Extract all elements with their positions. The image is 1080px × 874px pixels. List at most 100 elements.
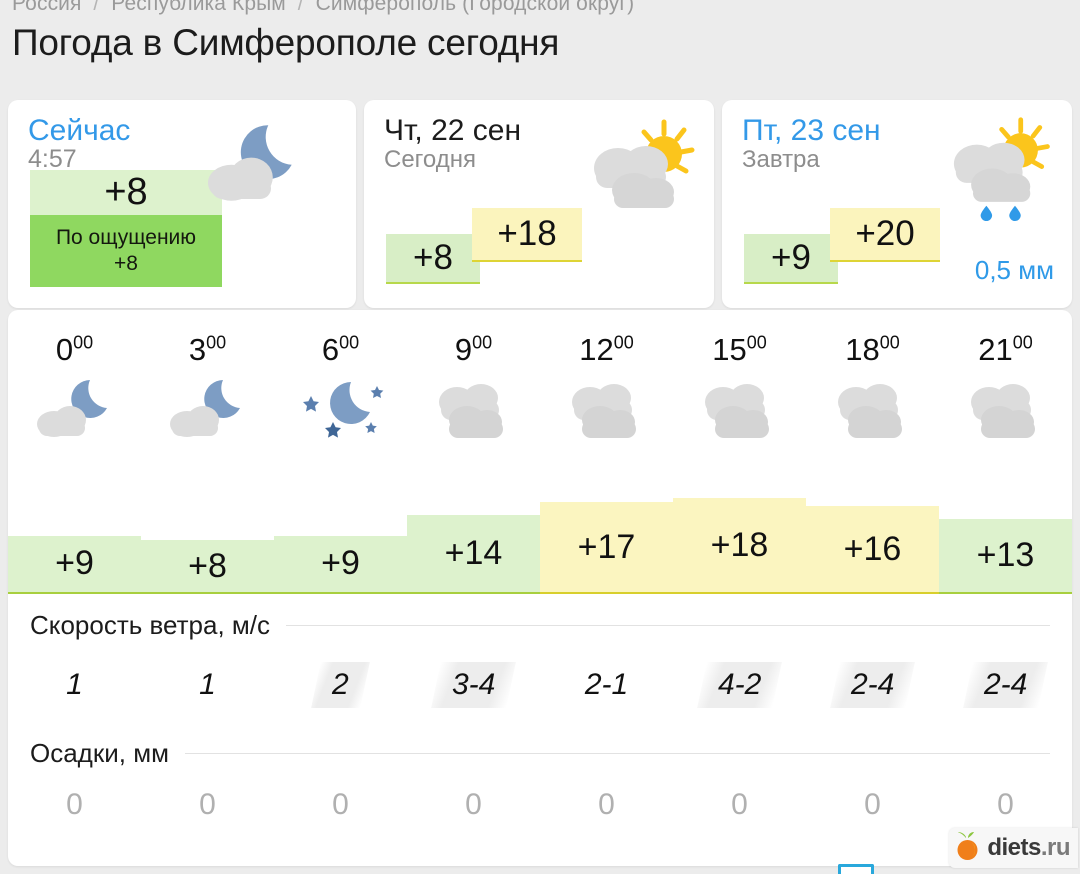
card-now-feels-like: По ощущению +8 [30, 215, 222, 287]
moon-stars-icon [274, 378, 407, 448]
precipitation-cell: 0 [806, 788, 939, 838]
precipitation-value: 0 [731, 788, 748, 821]
summary-cards: Сейчас 4:57 +8 По ощущению +8 Чт, 22 сен… [8, 100, 1072, 308]
wind-cell: 1 [8, 658, 141, 712]
precipitation-value: 0 [332, 788, 349, 821]
hour-time-text: 900 [454, 332, 493, 367]
wind-speed-value: 1 [199, 668, 216, 701]
hourly-icon-row [8, 378, 1072, 448]
wind-cell: 3-4 [407, 658, 540, 712]
card-tomorrow-temp-max: +20 [830, 208, 940, 262]
bottom-blue-widget-stub[interactable] [838, 864, 874, 874]
temperature-bar: +9 [274, 535, 407, 594]
moon-behind-cloud-icon [8, 378, 141, 448]
temperature-value: +9 [321, 544, 360, 583]
hour-label-0: 000 [8, 332, 141, 368]
wind-speed-value: 2-4 [829, 662, 916, 708]
moon-behind-cloud-icon [141, 378, 274, 448]
card-today-temp-max: +18 [472, 208, 582, 262]
feels-like-value: +8 [114, 252, 138, 275]
precipitation-value: 0 [199, 788, 216, 821]
wind-cell: 2 [274, 658, 407, 712]
feels-like-label: По ощущению [55, 226, 197, 249]
overcast-clouds-icon [939, 378, 1072, 448]
card-tomorrow-title: Пт, 23 сен [742, 114, 881, 147]
card-today-temp-min: +8 [386, 234, 480, 284]
wind-cell: 2-4 [806, 658, 939, 712]
card-today[interactable]: Чт, 22 сен Сегодня +8 +18 [364, 100, 714, 308]
wind-cell: 2-1 [540, 658, 673, 712]
card-today-title: Чт, 22 сен [384, 114, 522, 147]
card-now[interactable]: Сейчас 4:57 +8 По ощущению +8 [8, 100, 356, 308]
precipitation-value: 0 [66, 788, 83, 821]
precipitation-value: 0 [465, 788, 482, 821]
wind-cell: 2-4 [939, 658, 1072, 712]
wind-speed-value: 2-4 [962, 662, 1049, 708]
temperature-bar: +17 [540, 502, 673, 594]
hourly-forecast-panel: 000 300 600 900 1200 1500 1800 2100 +9 +8 +9 +14 +1… [8, 310, 1072, 866]
wind-cell: 1 [141, 658, 274, 712]
hour-time-text: 2100 [978, 332, 1033, 367]
temperature-bar: +18 [673, 498, 806, 594]
hour-label-12: 1200 [540, 332, 673, 368]
temperature-bar: +16 [806, 506, 939, 594]
breadcrumb: Россия / Республика Крым / Симферополь (… [12, 0, 634, 16]
precipitation-cell: 0 [8, 788, 141, 838]
diets-ru-watermark[interactable]: diets.ru [949, 828, 1078, 868]
card-now-title: Сейчас [28, 114, 131, 147]
wind-section-label: Скорость ветра, м/с [30, 610, 270, 640]
hour-label-18: 1800 [806, 332, 939, 368]
hour-time-text: 1800 [845, 332, 900, 367]
wind-speed-value: 3-4 [430, 662, 517, 708]
temperature-value: +9 [55, 544, 94, 583]
hour-label-9: 900 [407, 332, 540, 368]
temperature-bar: +14 [407, 514, 540, 594]
temperature-value: +18 [710, 525, 769, 564]
wind-cell: 4-2 [673, 658, 806, 712]
breadcrumb-item-city[interactable]: Симферополь (Городской округ) [315, 0, 635, 15]
precipitation-cell: 0 [407, 788, 540, 838]
wind-section-header: Скорость ветра, м/с [30, 610, 1050, 641]
overcast-clouds-icon [540, 378, 673, 448]
temperature-bar: +9 [8, 535, 141, 594]
temperature-value: +17 [577, 527, 636, 566]
overcast-clouds-icon [673, 378, 806, 448]
sun-behind-clouds-icon [576, 116, 696, 216]
card-now-time: 4:57 [28, 145, 77, 173]
overcast-clouds-icon [407, 378, 540, 448]
precipitation-cell: 0 [141, 788, 274, 838]
precipitation-cell: 0 [540, 788, 673, 838]
precipitation-cell: 0 [939, 788, 1072, 838]
temperature-bar: +13 [939, 519, 1072, 594]
breadcrumb-item-region[interactable]: Республика Крым [111, 0, 286, 15]
precipitation-cell: 0 [673, 788, 806, 838]
card-tomorrow-subtitle: Завтра [742, 146, 820, 173]
temperature-value: +16 [843, 529, 902, 568]
precipitation-cell: 0 [274, 788, 407, 838]
hour-time-text: 1500 [712, 332, 767, 367]
hour-time-text: 300 [188, 332, 227, 367]
hourly-precipitation-row: 0 0 0 0 0 0 0 0 [8, 788, 1072, 838]
breadcrumb-separator: / [297, 0, 304, 15]
card-tomorrow[interactable]: Пт, 23 сен Завтра +9 +20 0,5 мм [722, 100, 1072, 308]
breadcrumb-item-country[interactable]: Россия [12, 0, 82, 15]
watermark-name: diets [987, 834, 1041, 861]
moon-behind-cloud-icon [198, 118, 308, 208]
card-now-temperature: +8 [30, 170, 222, 215]
temperature-value: +8 [188, 546, 227, 585]
hour-label-3: 300 [141, 332, 274, 368]
temperature-value: +13 [976, 536, 1035, 574]
precipitation-value: 0 [598, 788, 615, 821]
precipitation-value: 0 [997, 788, 1014, 821]
watermark-tld: .ru [1040, 834, 1071, 861]
hourly-time-row: 000 300 600 900 1200 1500 1800 2100 [8, 332, 1072, 368]
temperature-value: +14 [444, 533, 503, 572]
hour-label-15: 1500 [673, 332, 806, 368]
precipitation-section-label: Осадки, мм [30, 738, 169, 768]
wind-speed-value: 1 [66, 668, 83, 701]
hourly-wind-row: 1 1 2 3-4 2-1 4-2 2-4 2-4 [8, 658, 1072, 712]
card-today-temperatures: +8 +18 [386, 208, 636, 284]
wind-speed-value: 2-1 [584, 668, 629, 701]
breadcrumb-separator: / [93, 0, 100, 15]
hour-time-text: 1200 [579, 332, 634, 367]
